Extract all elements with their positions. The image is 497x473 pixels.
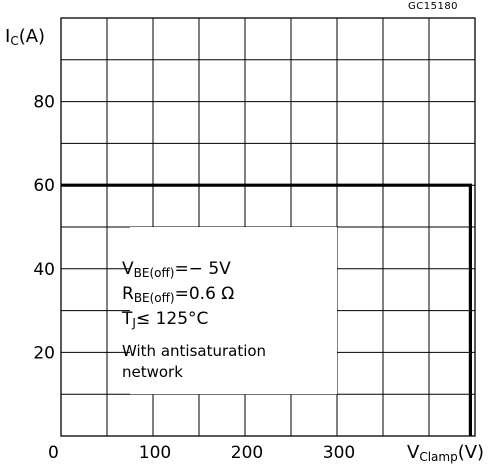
plot-frame — [60, 17, 476, 437]
series-layer — [61, 183, 472, 436]
annotation-vbe: VBE(off)=− 5V — [122, 259, 231, 280]
x-tick-label: 100 — [139, 443, 171, 463]
annotation-tj-sub: J — [132, 316, 136, 330]
x-tick-labels: 0 100 200 300 — [48, 443, 355, 463]
y-axis-label: IC(A) — [5, 26, 46, 48]
x-tick-label: 200 — [231, 443, 263, 463]
y-axis-label-unit: (A) — [18, 26, 46, 47]
x-axis-label-unit: (V) — [457, 442, 485, 463]
x-tick-label: 300 — [323, 443, 355, 463]
y-tick-label: 80 — [33, 93, 55, 113]
y-axis-label-main: I — [5, 26, 11, 47]
figure-code: GC15180 — [408, 1, 459, 12]
y-tick-label: 40 — [33, 260, 55, 280]
y-tick-labels: 20 40 60 80 — [33, 93, 55, 364]
y-tick-label: 20 — [33, 343, 55, 363]
annotation-tj: TJ≤ 125°C — [122, 309, 209, 330]
y-axis-label-sub: C — [10, 34, 19, 48]
annotation-rbe: RBE(off)=0.6 Ω — [122, 284, 235, 305]
annotation-box — [130, 227, 337, 395]
annotation-rbe-main: R — [122, 284, 134, 304]
annotation-vbe-sub: BE(off) — [133, 266, 175, 280]
annotation-vbe-value: =− 5V — [174, 259, 231, 279]
x-tick-label: 0 — [48, 443, 59, 463]
x-axis-label-sub: Clamp — [419, 450, 458, 464]
annotation-rbe-value: =0.6 Ω — [174, 284, 235, 304]
annotation-tj-main: T — [122, 309, 133, 329]
y-tick-label: 60 — [33, 176, 55, 196]
annotation-rbe-sub: BE(off) — [133, 291, 175, 305]
annotation-line5: network — [122, 363, 183, 381]
x-axis-label: VClamp(V) — [407, 442, 485, 464]
annotation-line4: With antisaturation — [122, 342, 267, 360]
annotation-tj-value: ≤ 125°C — [135, 309, 209, 329]
series-line — [61, 183, 472, 436]
annotation-vbe-main: V — [122, 259, 134, 279]
x-axis-label-main: V — [407, 442, 420, 463]
